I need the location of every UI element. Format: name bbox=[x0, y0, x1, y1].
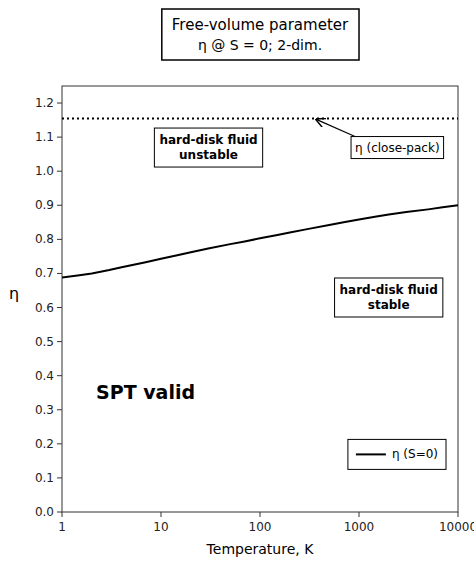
annotation: hard-disk fluidstable bbox=[335, 278, 443, 317]
y-tick-label: 1.1 bbox=[35, 130, 54, 144]
y-tick bbox=[57, 477, 62, 478]
x-tick-label: 100 bbox=[249, 520, 272, 534]
x-tick-label: 1 bbox=[58, 520, 66, 534]
x-axis-label: Temperature, K bbox=[206, 541, 315, 557]
annotation-box bbox=[351, 137, 444, 159]
y-tick bbox=[57, 512, 62, 513]
y-tick-label: 0.8 bbox=[35, 232, 54, 246]
x-tick-label: 1000 bbox=[344, 520, 375, 534]
y-tick bbox=[57, 205, 62, 206]
x-tick bbox=[161, 512, 162, 517]
y-tick-label: 0.7 bbox=[35, 266, 54, 280]
plot-area bbox=[62, 118, 458, 277]
y-tick-label: 0.3 bbox=[35, 403, 54, 417]
reference-line bbox=[62, 117, 458, 119]
y-tick bbox=[57, 307, 62, 308]
y-tick-label: 0.0 bbox=[35, 505, 54, 519]
title-box bbox=[162, 9, 359, 60]
reference-label: η (close-pack) bbox=[355, 141, 440, 155]
annotation: SPT valid bbox=[96, 381, 195, 403]
annotation-text: hard-disk fluidstable bbox=[340, 283, 438, 312]
legend: η (S=0) bbox=[348, 439, 446, 469]
y-axis-label: η bbox=[9, 284, 19, 303]
y-tick-label: 0.6 bbox=[35, 301, 54, 315]
legend-swatch bbox=[356, 453, 386, 455]
legend-box bbox=[348, 439, 446, 469]
y-tick bbox=[57, 443, 62, 444]
annotations: hard-disk fluidunstable hard-disk fluidst… bbox=[96, 128, 443, 403]
title-block: Free-volume parameter η @ S = 0; 2-dim. bbox=[162, 9, 359, 60]
x-tick-label: 10000 bbox=[439, 520, 474, 534]
annotation: hard-disk fluidunstable bbox=[154, 128, 262, 167]
y-tick bbox=[57, 375, 62, 376]
y-tick-label: 1.2 bbox=[35, 96, 54, 110]
x-tick bbox=[458, 512, 459, 517]
y-tick-label: 0.9 bbox=[35, 198, 54, 212]
x-tick-label: 10 bbox=[153, 520, 168, 534]
reference-annotation: η (close-pack) bbox=[316, 119, 443, 158]
y-tick bbox=[57, 137, 62, 138]
series-line bbox=[62, 205, 458, 277]
x-tick bbox=[359, 512, 360, 517]
x-tick bbox=[260, 512, 261, 517]
y-tick bbox=[57, 171, 62, 172]
annotation-box bbox=[154, 128, 262, 167]
y-tick bbox=[57, 239, 62, 240]
y-tick-label: 0.4 bbox=[35, 369, 54, 383]
title: Free-volume parameter bbox=[172, 16, 349, 34]
plot-frame bbox=[62, 86, 458, 512]
y-tick bbox=[57, 409, 62, 410]
subtitle: η @ S = 0; 2-dim. bbox=[198, 37, 322, 53]
legend-label: η (S=0) bbox=[392, 447, 438, 461]
y-tick bbox=[57, 273, 62, 274]
annotation-arrow bbox=[316, 119, 355, 136]
y-tick-label: 0.2 bbox=[35, 437, 54, 451]
annotation-text: hard-disk fluidunstable bbox=[159, 133, 257, 162]
y-tick-label: 1.0 bbox=[35, 164, 54, 178]
y-tick-label: 0.5 bbox=[35, 335, 54, 349]
y-tick bbox=[57, 341, 62, 342]
annotation-text: SPT valid bbox=[96, 381, 195, 403]
chart: 1 10 100 1000 10000 0.0 0.1 0.2 0.3 0.4 0.5 0.6 0.7 0… bbox=[0, 0, 474, 570]
background bbox=[0, 0, 474, 570]
y-tick bbox=[57, 103, 62, 104]
axes: 1 10 100 1000 10000 0.0 0.1 0.2 0.3 0.4 0.5 0.6 0.7 0… bbox=[35, 96, 474, 534]
y-tick-label: 0.1 bbox=[35, 471, 54, 485]
annotation-box bbox=[335, 278, 443, 317]
x-tick bbox=[62, 512, 63, 517]
